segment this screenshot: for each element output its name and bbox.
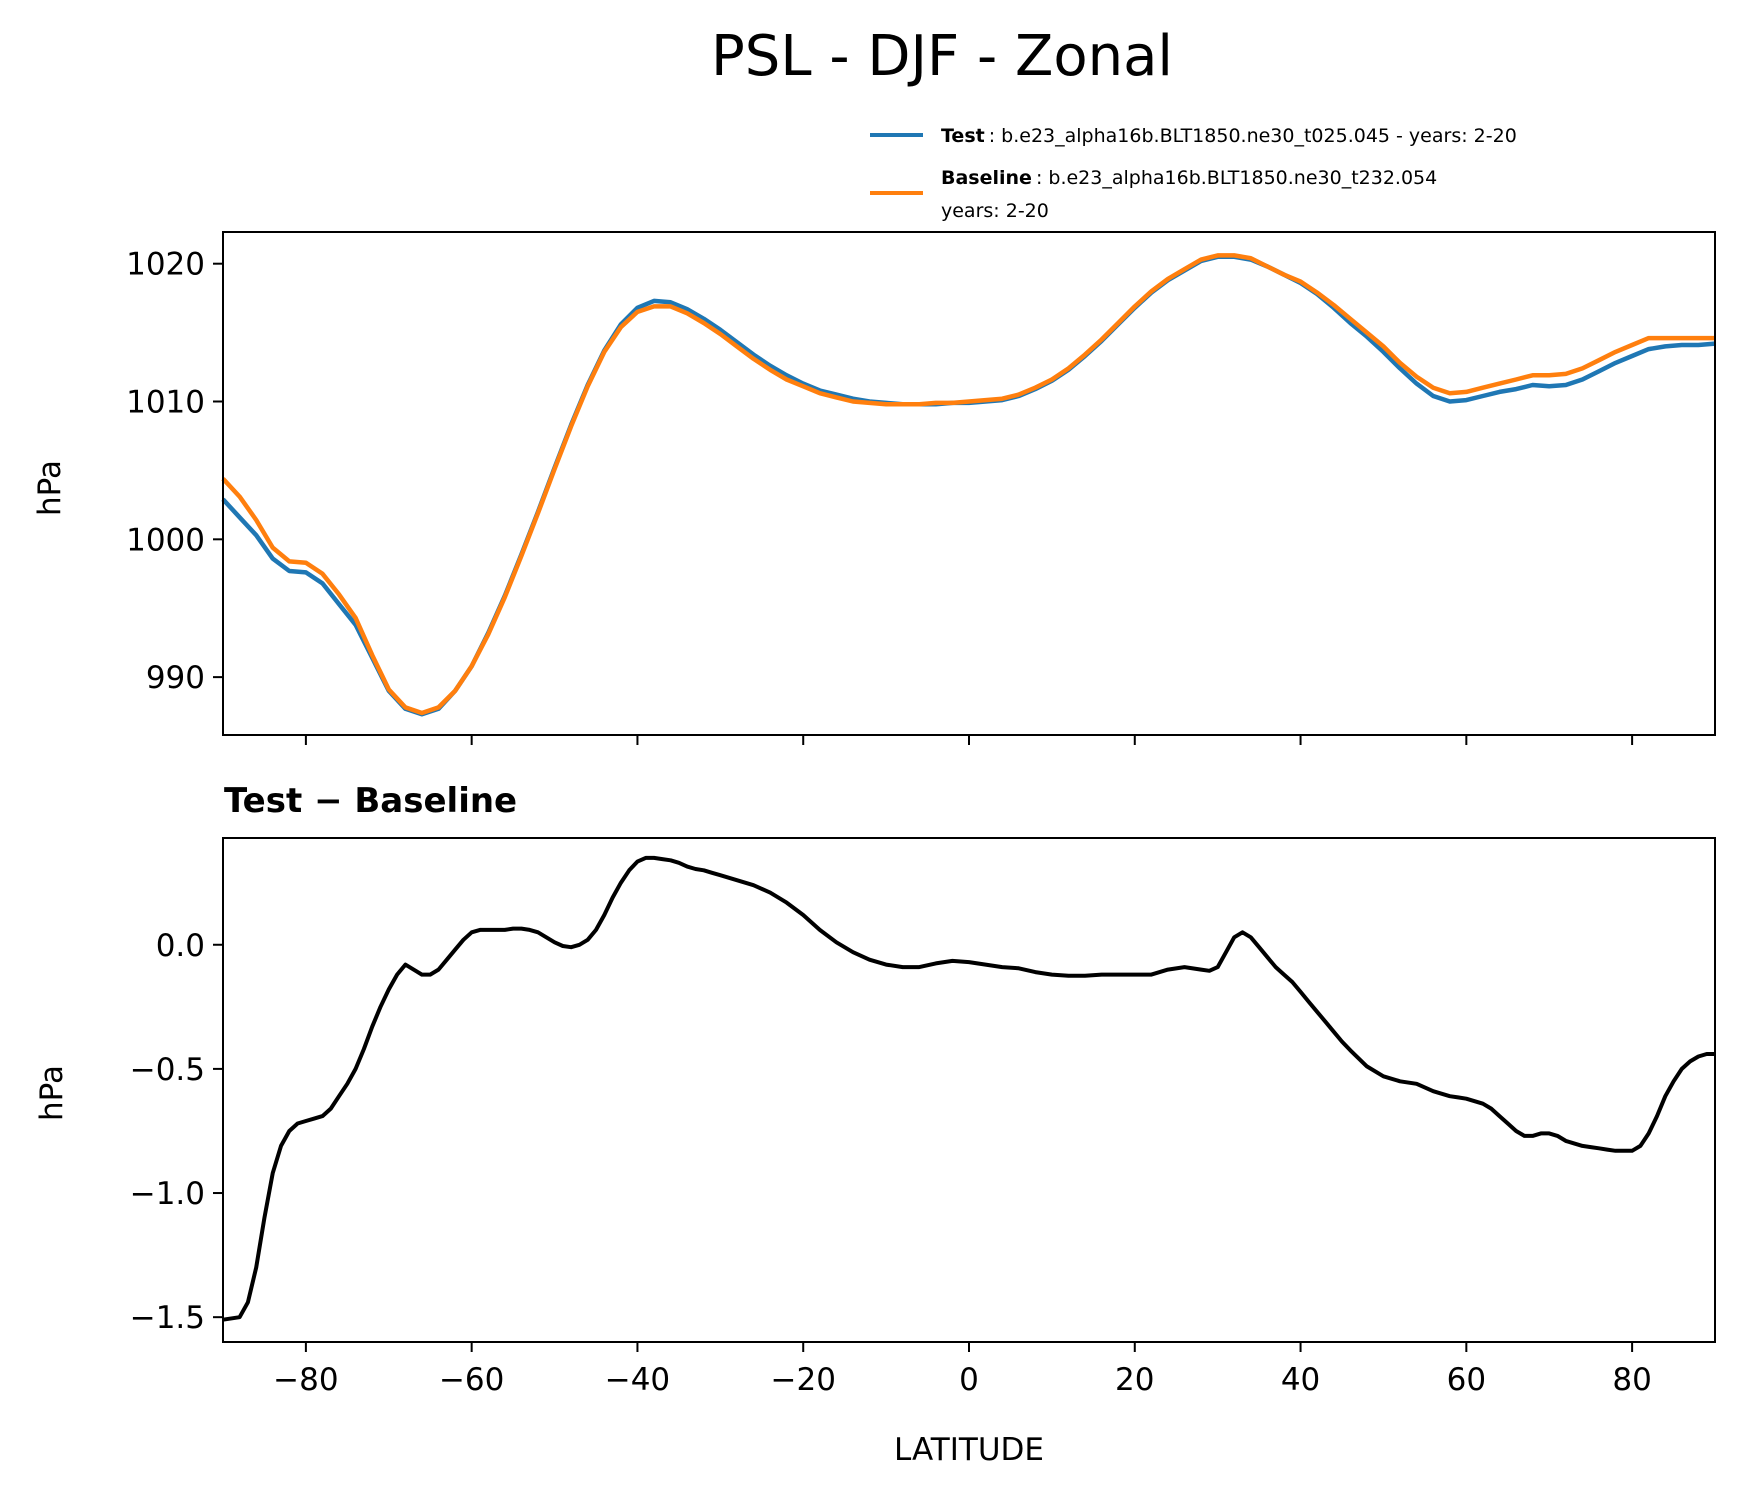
top-y-tick-label: 990 bbox=[146, 660, 205, 696]
top-y-axis-label: hPa bbox=[32, 460, 68, 516]
bot-y-tick-label: −0.5 bbox=[130, 1052, 205, 1088]
top-axes: 990 1000 1010 1020 hPa bbox=[32, 231, 1716, 745]
bottom-x-ticks: −80 −60 −40 −20 0 20 40 60 80 bbox=[273, 1342, 1652, 1398]
x-tick-label: 20 bbox=[1115, 1362, 1154, 1398]
bottom-series-group bbox=[222, 855, 1715, 1322]
bottom-y-axis-label: hPa bbox=[34, 1065, 70, 1121]
x-tick-label: 40 bbox=[1281, 1362, 1320, 1398]
x-tick-label: 60 bbox=[1447, 1362, 1486, 1398]
legend-test-label: Test: b.e23_alpha16b.BLT1850.ne30_t025.0… bbox=[941, 125, 1517, 147]
bot-y-tick-label: −1.0 bbox=[130, 1176, 205, 1212]
top-x-ticks bbox=[304, 735, 1634, 745]
top-series-group bbox=[221, 253, 1716, 717]
figure-title: PSL - DJF - Zonal bbox=[711, 24, 1173, 89]
x-tick-label: 80 bbox=[1612, 1362, 1651, 1398]
x-axis-label: LATITUDE bbox=[894, 1432, 1044, 1468]
top-y-tick-label: 1000 bbox=[126, 522, 205, 558]
legend-baseline-label: Baseline: b.e23_alpha16b.BLT1850.ne30_t2… bbox=[941, 167, 1437, 189]
legend: Test: b.e23_alpha16b.BLT1850.ne30_t025.0… bbox=[870, 125, 1517, 222]
legend-baseline-years: years: 2-20 bbox=[941, 200, 1049, 222]
x-tick-label: −80 bbox=[273, 1362, 338, 1398]
bottom-y-ticks: −1.5 −1.0 −0.5 0.0 bbox=[130, 928, 223, 1336]
bot-series-test-baseline-line bbox=[222, 855, 1715, 1322]
top-y-ticks: 990 1000 1010 1020 bbox=[126, 247, 223, 696]
top-y-tick-label: 1020 bbox=[126, 247, 205, 283]
bottom-axes: Test − Baseline −80 −60 −40 −20 0 20 40 60 80 −1… bbox=[34, 781, 1716, 1468]
bottom-subplot-title: Test − Baseline bbox=[224, 781, 517, 821]
x-tick-label: 0 bbox=[959, 1362, 979, 1398]
bot-y-tick-label: −1.5 bbox=[130, 1300, 205, 1336]
top-y-tick-label: 1010 bbox=[126, 385, 205, 421]
bot-y-tick-label: 0.0 bbox=[156, 928, 205, 964]
x-tick-label: −40 bbox=[605, 1362, 670, 1398]
top-series-baseline-line bbox=[221, 253, 1715, 716]
x-tick-label: −60 bbox=[439, 1362, 504, 1398]
x-tick-label: −20 bbox=[771, 1362, 836, 1398]
